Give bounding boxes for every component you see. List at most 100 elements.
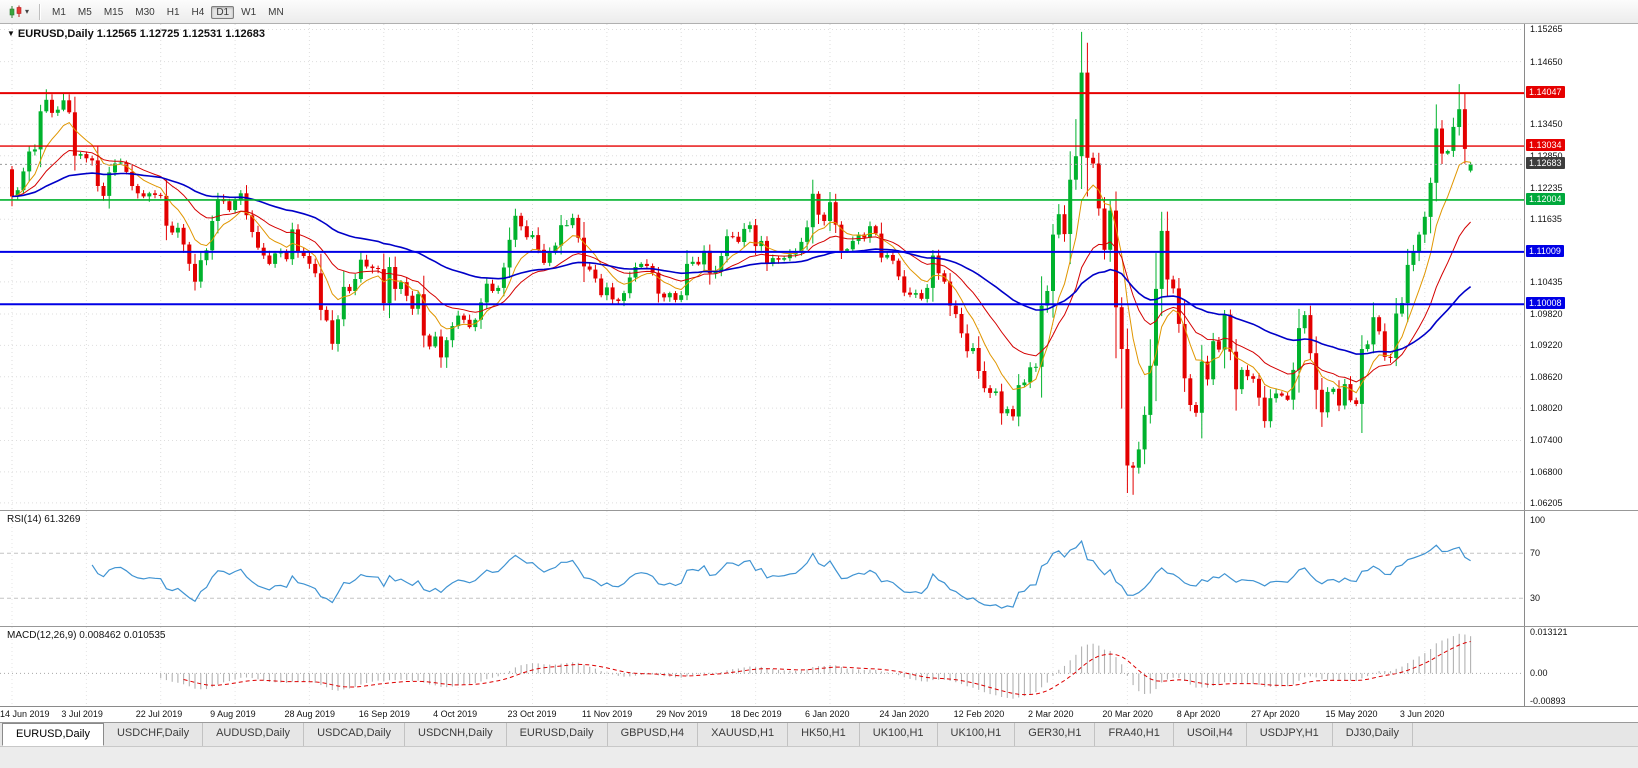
date-label: 16 Sep 2019 [358, 709, 410, 719]
chart-tab-USDCAD-Daily[interactable]: USDCAD,Daily [304, 723, 406, 746]
timeframe-button-D1[interactable]: D1 [211, 5, 235, 19]
candlestick-chart[interactable] [0, 24, 1524, 510]
chart-tab-USDCHF-Daily[interactable]: USDCHF,Daily [104, 723, 204, 746]
date-label: 8 Apr 2020 [1176, 709, 1221, 719]
macd-histogram [160, 633, 1472, 699]
macd-tick--0.00893: -0.00893 [1530, 696, 1566, 706]
timeframe-button-MN[interactable]: MN [268, 6, 284, 18]
date-label: 29 Nov 2019 [656, 709, 708, 719]
date-label: 3 Jul 2019 [61, 709, 103, 719]
price-tick-1.08620: 1.08620 [1530, 371, 1563, 382]
timeframe-buttons: M1 M5 M15 M30 H1 H4 D1 W1 MN [46, 2, 290, 22]
timeframe-toolbar: ▾ M1 M5 M15 M30 H1 H4 D1 W1 MN [0, 0, 1638, 24]
chart-tab-HK50-H1[interactable]: HK50,H1 [788, 723, 860, 746]
pane-splitter[interactable] [0, 626, 1638, 627]
macd-label: MACD(12,26,9) 0.008462 0.010535 [7, 630, 166, 641]
rsi-line [91, 539, 1471, 609]
price-tick-1.06205: 1.06205 [1530, 497, 1563, 508]
rsi-tick-100: 100 [1530, 514, 1546, 525]
rsi-label: RSI(14) 61.3269 [7, 514, 81, 525]
price-tick-1.12235: 1.12235 [1530, 182, 1563, 193]
date-label: 9 Aug 2019 [210, 709, 256, 719]
price-axis[interactable]: 1.15265 1.14650 1.14047 1.13450 1.13034 1.128… [1524, 24, 1638, 510]
price-tick-1.09820: 1.09820 [1530, 309, 1563, 320]
chart-tab-UK100-H1[interactable]: UK100,H1 [938, 723, 1016, 746]
date-label: 2 Mar 2020 [1028, 709, 1074, 719]
macd-indicator-pane: MACD(12,26,9) 0.008462 0.010535 0.013121… [0, 627, 1638, 706]
ma-line-8 [11, 121, 1471, 394]
rsi-indicator-pane: RSI(14) 61.3269 100 70 30 [0, 511, 1638, 626]
price-tick-1.11635: 1.11635 [1530, 214, 1562, 225]
macd-tick-0.013121: 0.013121 [1530, 627, 1568, 637]
candles-group [10, 31, 1473, 495]
price-tick-1.10435: 1.10435 [1530, 276, 1563, 287]
chart-title: ▼ EURUSD,Daily 1.12565 1.12725 1.12531 1.… [7, 28, 265, 40]
macd-axis[interactable]: 0.013121 0.00 -0.00893 [1524, 627, 1638, 706]
timeframe-button-M1[interactable]: M1 [52, 6, 66, 18]
chart-title-text: EURUSD,Daily 1.12565 1.12725 1.12531 1.1… [17, 28, 265, 40]
timeframe-button-M30[interactable]: M30 [135, 6, 155, 18]
chart-tab-AUDUSD-Daily[interactable]: AUDUSD,Daily [203, 723, 305, 746]
price-chart-pane: ▼ EURUSD,Daily 1.12565 1.12725 1.12531 1.… [0, 24, 1638, 510]
timeframe-button-M15[interactable]: M15 [103, 6, 124, 18]
date-label: 24 Jan 2020 [879, 709, 929, 719]
price-tick-1.08020: 1.08020 [1530, 403, 1563, 414]
price-tick-1.06800: 1.06800 [1530, 466, 1563, 477]
macd-tick-0.00: 0.00 [1530, 668, 1548, 679]
price-tick-1.14650: 1.14650 [1530, 56, 1563, 67]
chevron-down-icon: ▾ [25, 7, 30, 16]
date-label: 28 Aug 2019 [284, 709, 335, 719]
chart-tab-UK100-H1[interactable]: UK100,H1 [860, 723, 938, 746]
price-tick-1.12850: 1.12850 [1530, 150, 1563, 161]
ma-line-20 [11, 149, 1471, 383]
rsi-axis[interactable]: 100 70 30 [1524, 511, 1638, 626]
date-label: 3 Jun 2020 [1399, 709, 1445, 719]
chart-tab-FRA40-H1[interactable]: FRA40,H1 [1095, 723, 1174, 746]
timeframe-button-W1[interactable]: W1 [241, 6, 257, 18]
date-label: 23 Oct 2019 [507, 709, 557, 719]
price-tick-1.13450: 1.13450 [1530, 119, 1563, 130]
candlestick-chart-icon[interactable]: ▾ [6, 4, 31, 20]
price-badge-1.14047: 1.14047 [1526, 86, 1565, 99]
time-axis[interactable]: 14 Jun 2019 3 Jul 2019 22 Jul 2019 9 Aug 20… [0, 706, 1638, 722]
date-label: 27 Apr 2020 [1251, 709, 1300, 719]
chart-tab-USDCNH-Daily[interactable]: USDCNH,Daily [405, 723, 507, 746]
date-label: 18 Dec 2019 [730, 709, 782, 719]
chart-tabs-bar: EURUSD,Daily USDCHF,Daily AUDUSD,Daily USDC… [0, 722, 1638, 746]
chart-tab-EURUSD-Daily[interactable]: EURUSD,Daily [2, 723, 104, 746]
date-label: 11 Nov 2019 [581, 709, 633, 719]
timeframe-button-M5[interactable]: M5 [77, 6, 92, 18]
date-label: 15 May 2020 [1325, 709, 1378, 719]
chart-tab-USOil-H4[interactable]: USOil,H4 [1174, 723, 1247, 746]
chart-tab-GBPUSD-H4[interactable]: GBPUSD,H4 [608, 723, 699, 746]
price-badge-1.12683: 1.12683 [1526, 157, 1565, 170]
macd-signal-line [183, 641, 1471, 696]
timeframe-button-H4[interactable]: H4 [191, 6, 205, 18]
date-label: 12 Feb 2020 [953, 709, 1005, 719]
toolbar-separator [39, 3, 41, 20]
macd-chart[interactable] [0, 627, 1524, 706]
price-badge-1.10008: 1.10008 [1526, 297, 1565, 310]
rsi-chart[interactable] [0, 511, 1524, 626]
price-tick-1.15265: 1.15265 [1530, 24, 1563, 35]
price-tick-1.07400: 1.07400 [1530, 435, 1563, 446]
chart-tab-GER30-H1[interactable]: GER30,H1 [1015, 723, 1096, 746]
price-badge-1.13034: 1.13034 [1526, 139, 1565, 152]
chart-tab-XAUUSD-H1[interactable]: XAUUSD,H1 [698, 723, 789, 746]
chart-tab-EURUSD-Daily[interactable]: EURUSD,Daily [507, 723, 608, 746]
price-tick-1.09220: 1.09220 [1530, 340, 1563, 351]
date-label: 4 Oct 2019 [433, 709, 478, 719]
date-label: 14 Jun 2019 [0, 709, 50, 719]
symbol-marker-icon: ▼ [7, 29, 15, 38]
timeframe-button-H1[interactable]: H1 [166, 6, 180, 18]
rsi-tick-70: 70 [1530, 548, 1541, 559]
date-label: 22 Jul 2019 [135, 709, 183, 719]
chart-tab-USDJPY-H1[interactable]: USDJPY,H1 [1247, 723, 1333, 746]
rsi-tick-30: 30 [1530, 593, 1541, 604]
pane-splitter[interactable] [0, 510, 1638, 511]
price-badge-1.12004: 1.12004 [1526, 192, 1565, 205]
date-label: 20 Mar 2020 [1102, 709, 1153, 719]
chart-tab-DJ30-Daily[interactable]: DJ30,Daily [1333, 723, 1413, 746]
price-badge-1.11009: 1.11009 [1526, 244, 1564, 257]
